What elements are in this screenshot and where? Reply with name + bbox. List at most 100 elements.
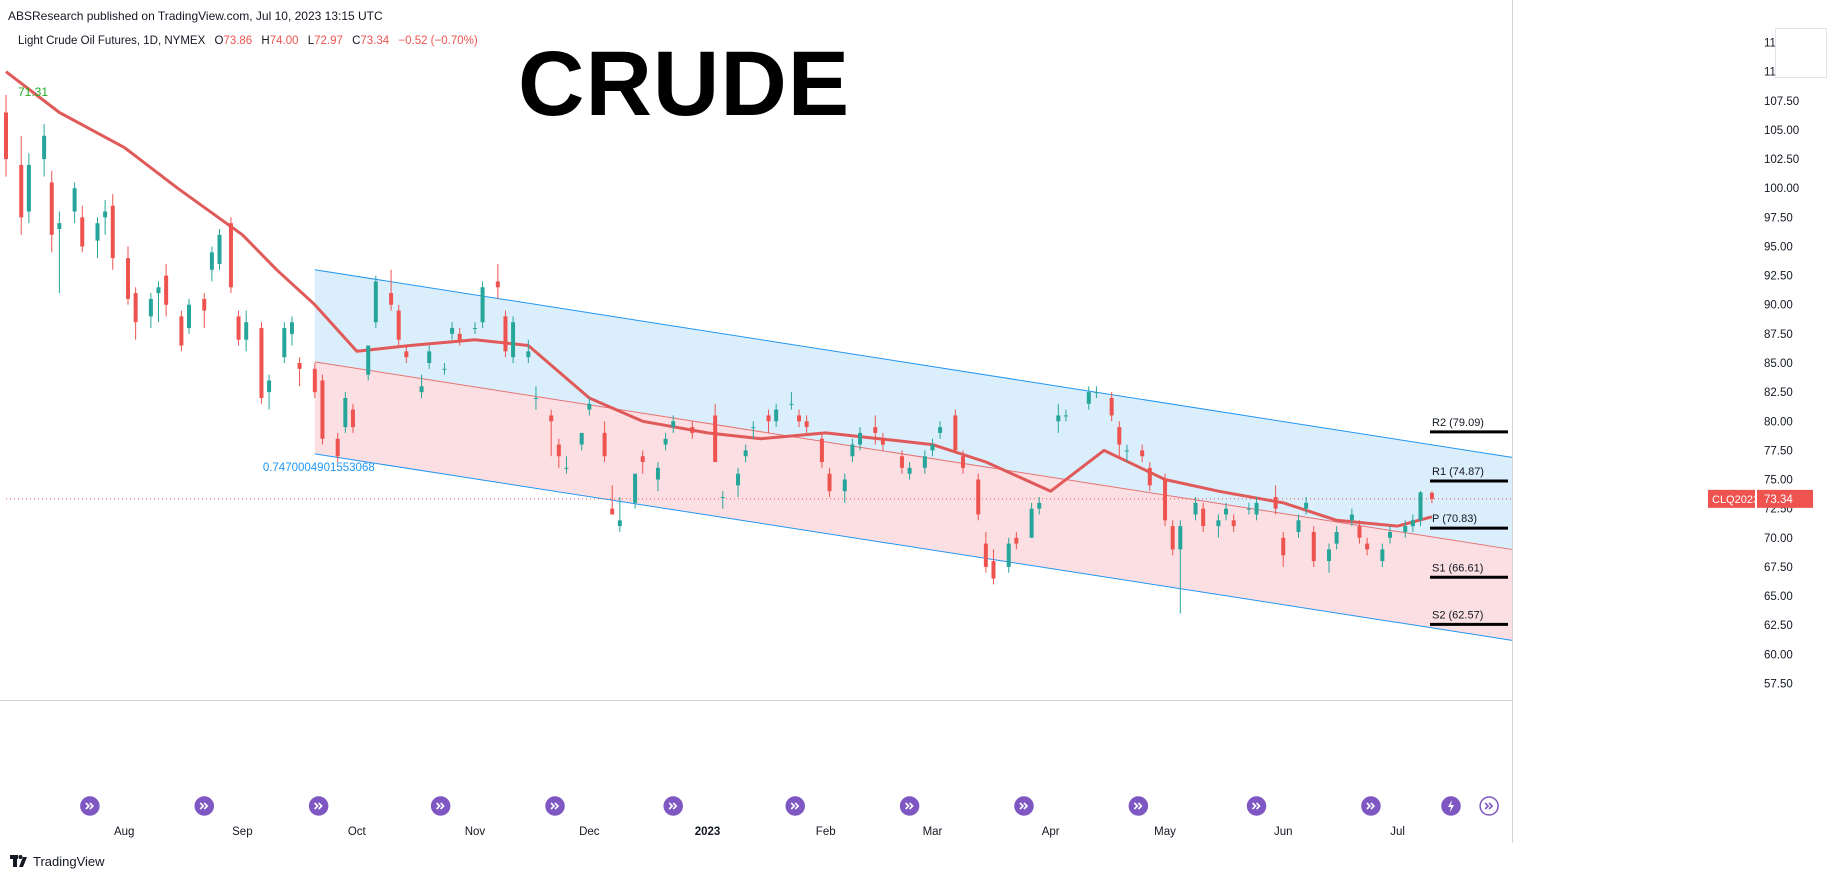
candle-body bbox=[179, 316, 184, 346]
candle bbox=[42, 124, 47, 177]
candle bbox=[26, 153, 31, 224]
candle-body bbox=[633, 473, 638, 503]
y-tick-label: 85.00 bbox=[1764, 358, 1793, 370]
chart-corner-box[interactable] bbox=[1775, 28, 1827, 78]
candle bbox=[1163, 473, 1168, 527]
candle bbox=[72, 182, 77, 224]
candle-body bbox=[259, 328, 264, 398]
candle bbox=[312, 363, 317, 398]
y-tick-label: 75.00 bbox=[1764, 475, 1793, 487]
candle-body bbox=[480, 287, 485, 323]
candle-body bbox=[736, 473, 741, 486]
candle bbox=[804, 415, 809, 433]
candle-body bbox=[1254, 502, 1259, 515]
candle bbox=[259, 322, 264, 404]
candle-body bbox=[1410, 520, 1415, 527]
candle bbox=[690, 421, 695, 439]
candle-body bbox=[80, 217, 85, 247]
tradingview-logo[interactable]: TradingView bbox=[10, 854, 105, 869]
candle bbox=[960, 450, 965, 474]
price-axis-bg bbox=[1512, 0, 1835, 843]
candle bbox=[179, 310, 184, 352]
candle bbox=[610, 485, 615, 515]
candle-body bbox=[1170, 526, 1175, 550]
forward-event-icon bbox=[899, 796, 920, 816]
candle bbox=[1326, 543, 1331, 573]
chevron-glyph bbox=[1251, 802, 1261, 810]
candle bbox=[1231, 514, 1236, 532]
candle-body bbox=[549, 415, 554, 422]
candle bbox=[1178, 520, 1183, 614]
candle-body bbox=[602, 432, 607, 457]
candle bbox=[1418, 491, 1423, 527]
candle bbox=[587, 397, 592, 416]
candle-body bbox=[495, 281, 500, 288]
candle bbox=[640, 450, 645, 474]
x-tick-label: Sep bbox=[232, 826, 252, 838]
candle-body bbox=[774, 409, 779, 422]
y-tick-label: 87.50 bbox=[1764, 329, 1793, 341]
candle-body bbox=[1365, 543, 1370, 550]
big-title: CRUDE bbox=[518, 33, 851, 135]
candle bbox=[4, 95, 8, 177]
candle-body bbox=[228, 223, 233, 288]
candle bbox=[1086, 386, 1091, 410]
symbol-name: Light Crude Oil Futures, 1D, NYMEX bbox=[18, 35, 206, 47]
candle bbox=[1254, 497, 1259, 521]
candle bbox=[766, 409, 771, 433]
candle-body bbox=[396, 310, 401, 340]
candle-body bbox=[766, 415, 771, 422]
candle-body bbox=[797, 415, 802, 422]
candle-body bbox=[1281, 537, 1286, 556]
candle-body bbox=[1418, 492, 1423, 521]
channel-upper-fill bbox=[314, 269, 1512, 550]
moving-average-line bbox=[5, 70, 1433, 528]
candle bbox=[617, 497, 622, 532]
candle bbox=[1357, 520, 1362, 544]
forward-event-icon bbox=[545, 796, 565, 816]
candle bbox=[713, 403, 718, 463]
symbol-name-tag: CLQ2023 bbox=[1712, 494, 1759, 506]
candle-body bbox=[282, 328, 287, 358]
current-price-value: 73.34 bbox=[1764, 494, 1793, 506]
candle bbox=[320, 374, 325, 445]
candle-body bbox=[457, 333, 462, 340]
candle-body bbox=[899, 456, 904, 468]
candle bbox=[404, 345, 409, 363]
candle-body bbox=[511, 322, 516, 358]
y-tick-label: 92.50 bbox=[1764, 271, 1793, 283]
chevron-glyph bbox=[85, 802, 95, 810]
channel-mid-line bbox=[314, 361, 1513, 550]
candle bbox=[236, 310, 241, 346]
candle bbox=[217, 229, 222, 270]
candle bbox=[743, 444, 748, 463]
candle bbox=[720, 491, 725, 509]
x-tick-label: Oct bbox=[348, 826, 367, 838]
candle bbox=[419, 374, 424, 398]
low-value: 72.97 bbox=[314, 35, 343, 47]
candle bbox=[450, 322, 455, 340]
y-tick-label: 105.00 bbox=[1764, 125, 1799, 137]
candle-body bbox=[343, 397, 348, 428]
forward-event-icon bbox=[1014, 796, 1034, 816]
candle bbox=[751, 421, 756, 439]
candle bbox=[396, 304, 401, 346]
candle bbox=[850, 438, 855, 463]
candle-body bbox=[57, 223, 62, 229]
candle-body bbox=[526, 351, 531, 358]
candle bbox=[442, 363, 447, 375]
candle-body bbox=[1014, 537, 1019, 544]
candle-body bbox=[720, 497, 725, 498]
chevron-glyph bbox=[1019, 802, 1029, 810]
candle bbox=[1273, 485, 1278, 515]
candle-body bbox=[640, 456, 645, 463]
candle-body bbox=[42, 135, 47, 160]
candle bbox=[602, 421, 607, 463]
candle-body bbox=[564, 467, 569, 469]
candle-body bbox=[297, 363, 302, 369]
candle-body bbox=[850, 444, 855, 457]
x-tick-label: Mar bbox=[923, 826, 943, 838]
y-tick-label: 80.00 bbox=[1764, 416, 1793, 428]
candle-body bbox=[320, 380, 325, 439]
